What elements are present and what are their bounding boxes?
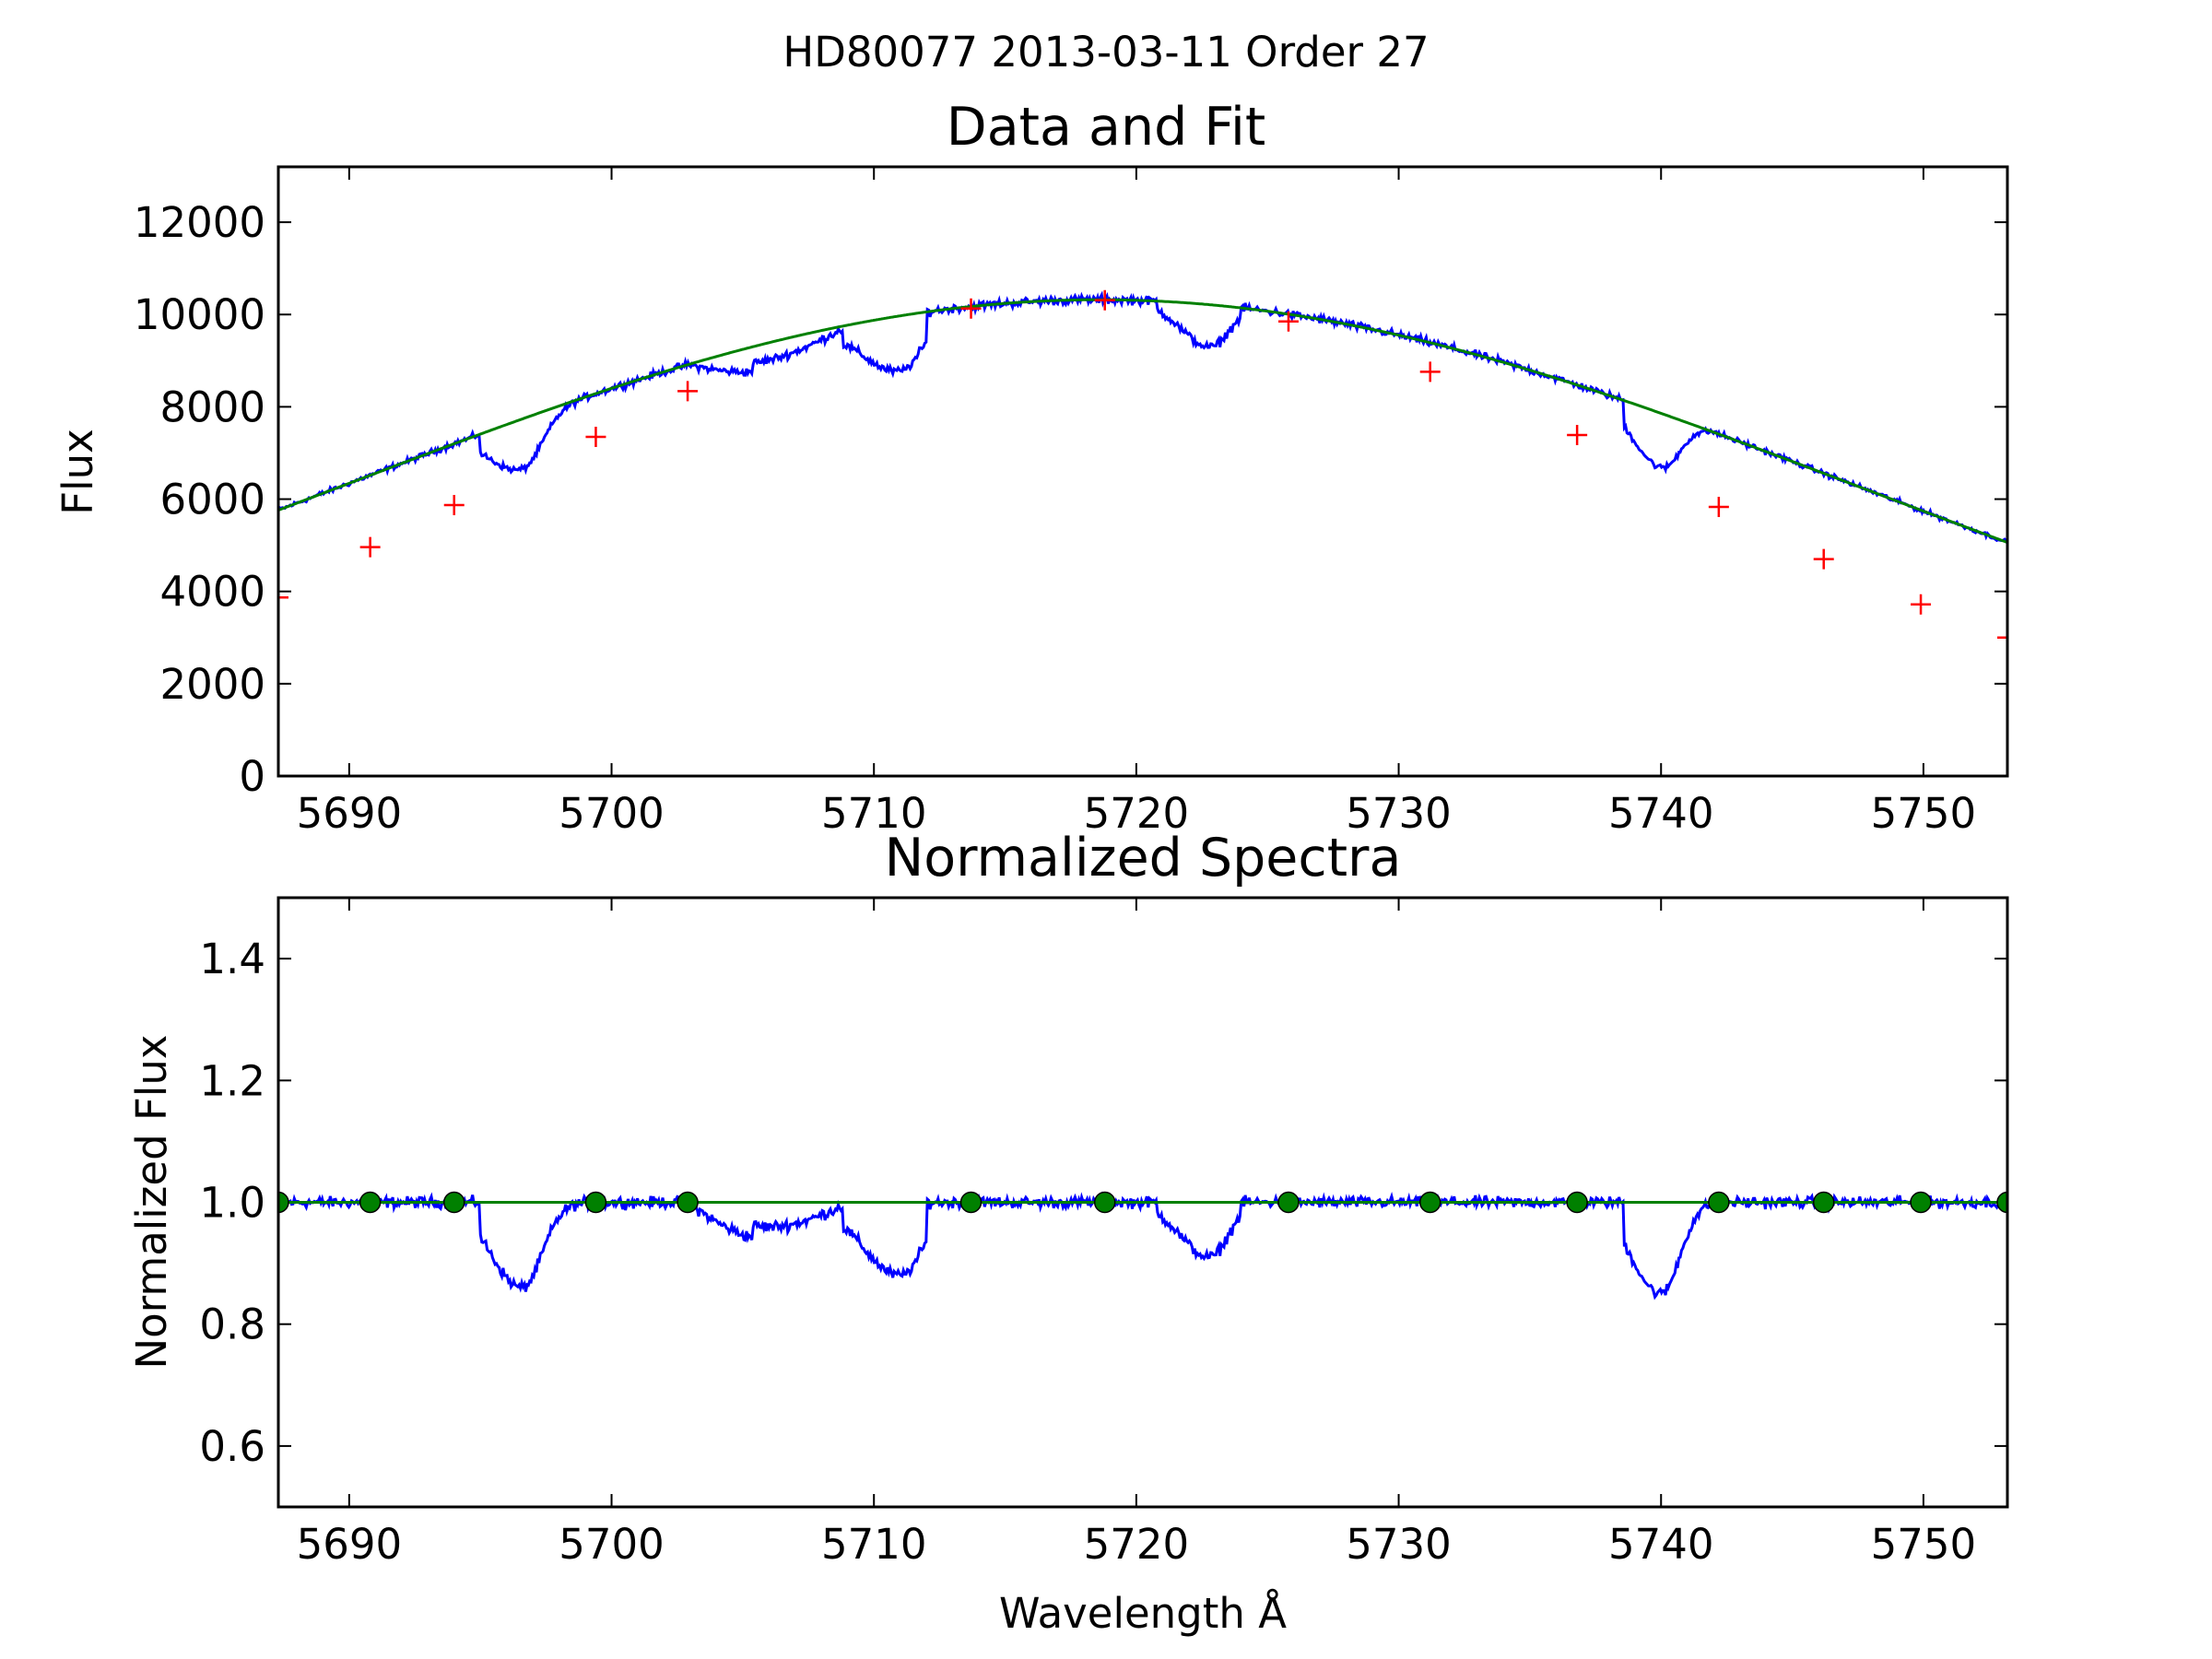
bottom-x-tick-label: 5710 [821, 1520, 927, 1569]
top-continuum-marker [677, 381, 699, 402]
bottom-y-tick-label: 1.4 [199, 935, 265, 983]
bottom-x-tick-label: 5690 [297, 1520, 403, 1569]
top-continuum-marker [1277, 311, 1299, 332]
top-continuum-marker [443, 495, 465, 516]
top-continuum-marker [278, 587, 288, 608]
bottom-continuum-point [1418, 1191, 1441, 1214]
bottom-x-tick-label: 5740 [1608, 1520, 1714, 1569]
bottom-continuum-point [442, 1191, 465, 1214]
bottom-chart: Normalized Spectra 5690 5700 5710 5720 5730 5… [127, 828, 2009, 1638]
bottom-continuum-point [677, 1191, 699, 1214]
bottom-x-tick-label: 5750 [1871, 1520, 1977, 1569]
bottom-continuum-point [1996, 1191, 2007, 1214]
top-x-tick-label: 5710 [821, 789, 927, 838]
top-x-tick-label: 5750 [1871, 789, 1977, 838]
bottom-continuum-point [959, 1191, 982, 1214]
top-continuum-marker [1813, 548, 1834, 570]
top-y-tick-label: 12000 [134, 198, 265, 247]
top-y-axis-label: Flux [53, 429, 102, 515]
bottom-y-tick-label: 1.0 [199, 1179, 265, 1228]
bottom-plot-area [278, 1191, 2007, 1300]
top-continuum-marker [1997, 627, 2007, 648]
top-tick-layer: 5690 5700 5710 5720 5730 5740 5750 0 2000 4000 600… [134, 167, 2007, 838]
bottom-tick-layer: 5690 5700 5710 5720 5730 5740 5750 0.6 0.8 1.0 1.2… [199, 898, 2007, 1569]
top-plot-area [278, 289, 2007, 648]
top-y-tick-label: 0 [239, 752, 265, 801]
top-x-tick-label: 5740 [1608, 789, 1714, 838]
top-continuum-marker [1708, 497, 1729, 518]
top-y-tick-label: 10000 [134, 290, 265, 339]
bottom-continuum-point [278, 1191, 289, 1214]
top-y-tick-label: 6000 [159, 476, 265, 524]
top-continuum-marker [1911, 594, 1932, 615]
top-continuum-marker [1567, 424, 1588, 445]
bottom-continuum-point [1910, 1191, 1932, 1214]
top-x-tick-label: 5690 [297, 789, 403, 838]
top-continuum-marker [1094, 289, 1115, 311]
bottom-plot-clip-group [278, 1191, 2007, 1300]
bottom-data-line [278, 1191, 2007, 1300]
bottom-continuum-point [1708, 1191, 1730, 1214]
top-continuum-marker [585, 426, 606, 447]
top-y-tick-label: 8000 [159, 382, 265, 431]
top-x-tick-label: 5700 [559, 789, 665, 838]
top-continuum-marker [960, 298, 982, 319]
bottom-y-axis-label: Normalized Flux [127, 1034, 176, 1369]
top-chart-title: Data and Fit [947, 97, 1265, 158]
top-y-tick-label: 2000 [159, 660, 265, 709]
top-data-line [278, 290, 2007, 545]
top-axes-frame [276, 165, 2009, 778]
bottom-continuum-point [584, 1191, 607, 1214]
top-continuum-marker [1419, 361, 1441, 382]
bottom-continuum-point [1277, 1191, 1300, 1214]
top-plot-clip-group [278, 289, 2007, 648]
bottom-continuum-point [1093, 1191, 1116, 1214]
bottom-y-tick-label: 0.8 [199, 1300, 265, 1349]
bottom-axes-frame [276, 896, 2009, 1509]
top-y-tick-label: 4000 [159, 568, 265, 617]
top-fit-line [278, 298, 2007, 544]
bottom-y-tick-label: 1.2 [199, 1056, 265, 1105]
top-x-tick-label: 5720 [1084, 789, 1190, 838]
bottom-continuum-point [1566, 1191, 1588, 1214]
top-chart: Data and Fit 5690 5700 5710 5720 5730 5740 575… [53, 97, 2009, 838]
bottom-chart-title: Normalized Spectra [885, 828, 1402, 888]
bottom-continuum-point [1812, 1191, 1835, 1214]
bottom-x-axis-label: Wavelength Å [999, 1589, 1287, 1638]
bottom-y-tick-label: 0.6 [199, 1422, 265, 1471]
top-x-tick-label: 5730 [1346, 789, 1452, 838]
bottom-continuum-point [359, 1191, 382, 1214]
bottom-x-tick-label: 5700 [559, 1520, 665, 1569]
figure-suptitle: HD80077 2013-03-11 Order 27 [782, 28, 1429, 76]
bottom-x-tick-label: 5730 [1346, 1520, 1452, 1569]
top-continuum-marker [359, 536, 381, 558]
bottom-x-tick-label: 5720 [1084, 1520, 1190, 1569]
